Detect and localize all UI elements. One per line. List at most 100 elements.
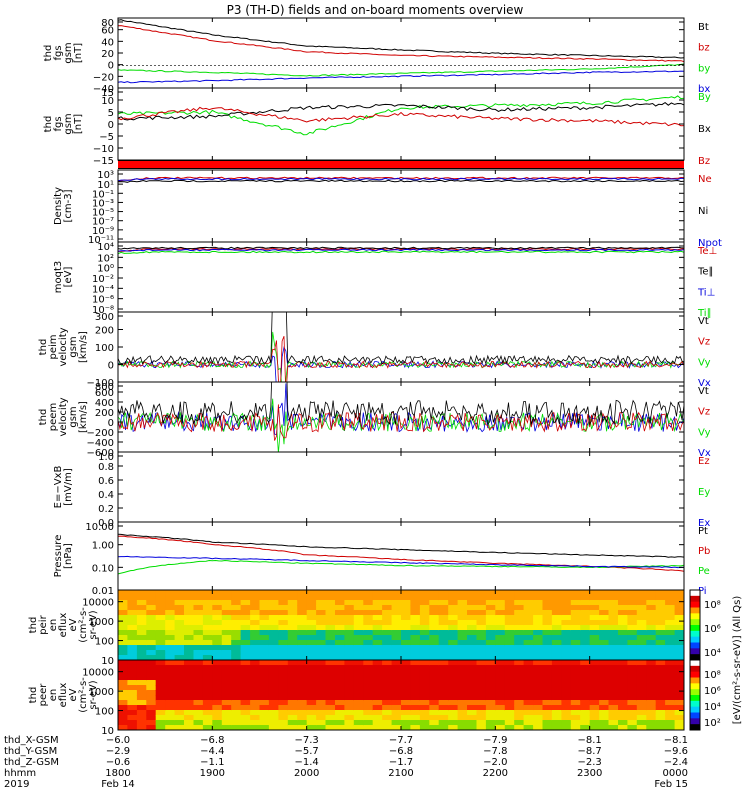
spectrogram-cell [165,665,176,671]
spectrogram-cell [287,595,298,601]
spectrogram-cell [608,595,619,601]
xaxis-date-label: Feb 15 [654,779,688,790]
spectrogram-cell [476,690,487,696]
spectrogram-cell [608,625,619,631]
ytick-label: 200 [95,408,114,419]
status-bar [118,161,684,168]
spectrogram-cell [240,630,251,636]
spectrogram-cell [570,665,581,671]
spectrogram-cell [523,695,534,701]
spectrogram-cell [344,645,355,651]
spectrogram-cell [589,615,600,621]
spectrogram-cell [287,620,298,626]
spectrogram-cell [551,660,562,666]
spectrogram-cell [476,600,487,606]
spectrogram-cell [467,650,477,656]
spectrogram-cell [391,595,402,601]
spectrogram-cell [259,720,270,726]
colorbar-label: 10⁶ [704,624,721,635]
spectrogram-cell [297,620,308,626]
spectrogram-cell [184,640,194,646]
spectrogram-cell [523,610,534,616]
spectrogram-cell [382,680,393,686]
spectrogram-cell [297,715,308,721]
spectrogram-cell [495,700,506,706]
spectrogram-cell [287,700,298,706]
spectrogram-cell [636,630,647,636]
spectrogram-cell [174,640,185,646]
spectrogram-cell [542,600,553,606]
spectrogram-cell [533,640,544,646]
spectrogram-cell [231,610,242,616]
spectrogram-cell [250,725,261,730]
spectrogram-cell [184,715,194,721]
spectrogram-cell [259,660,270,666]
spectrogram-cell [146,700,157,706]
spectrogram-cell [627,630,638,636]
spectrogram-cell [344,695,355,701]
spectrogram-cell [410,615,421,621]
spectrogram-cell [278,715,289,721]
spectrogram-cell [419,595,430,601]
spectrogram-cell [523,605,534,611]
spectrogram-cell [382,665,393,671]
spectrogram-cell [608,615,619,621]
spectrogram-cell [467,635,477,641]
spectrogram-cell [155,645,166,651]
spectrogram-cell [589,650,600,656]
spectrogram-cell [297,665,308,671]
spectrogram-cell [608,645,619,651]
spectrogram-cell [599,675,610,681]
spectrogram-cell [429,720,440,726]
spectrogram-cell [419,590,430,596]
spectrogram-cell [665,605,676,611]
spectrogram-cell [155,705,166,711]
spectrogram-cell [589,705,600,711]
spectrogram-cell [325,700,336,706]
spectrogram-cell [457,655,468,660]
spectrogram-cell [287,660,298,666]
spectrogram-cell [674,635,684,641]
spectrogram-cell [259,710,270,716]
spectrogram-cell [193,715,204,721]
spectrogram-cell [627,675,638,681]
spectrogram-cell [353,635,364,641]
spectrogram-cell [118,600,128,606]
spectrogram-cell [259,650,270,656]
ylabel-line: [cm-3] [63,189,74,222]
spectrogram-cell [155,680,166,686]
spectrogram-cell [599,725,610,730]
xaxis-z-label: −1.7 [389,757,413,768]
spectrogram-cell [608,690,619,696]
spectrogram-cell [448,720,459,726]
spectrogram-cell [344,600,355,606]
spectrogram-cell [391,620,402,626]
spectrogram-cell [410,605,421,611]
spectrogram-cell [344,680,355,686]
spectrogram-cell [174,725,185,730]
spectrogram-cell [410,705,421,711]
spectrogram-cell [118,645,128,651]
spectrogram-cell [165,675,176,681]
spectrogram-cell [448,625,459,631]
ytick-label: 0 [108,418,114,429]
spectrogram-cell [278,675,289,681]
spectrogram-cell [136,710,147,716]
spectrogram-cell [401,725,411,730]
spectrogram-cell [580,725,591,730]
spectrogram-cell [523,630,534,636]
legend-Pi: Pi [698,586,707,597]
spectrogram-cell [589,675,600,681]
spectrogram-cell [372,650,383,656]
spectrogram-cell [297,680,308,686]
spectrogram-cell [448,680,459,686]
spectrogram-cell [504,725,515,730]
spectrogram-cell [316,690,327,696]
spectrogram-cell [410,665,421,671]
spectrogram-cell [401,665,411,671]
spectrogram-cell [372,725,383,730]
spectrogram-cell [514,680,525,686]
spectrogram-cell [250,610,261,616]
colorbar-segment [690,642,700,649]
